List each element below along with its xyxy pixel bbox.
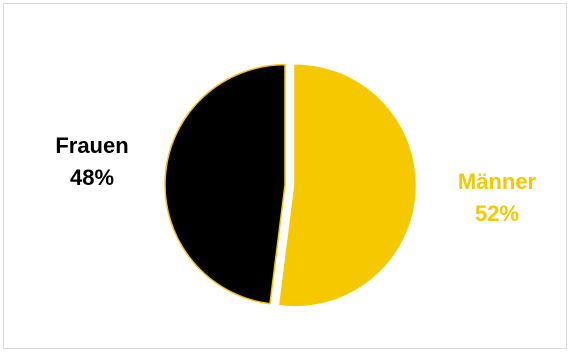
slice-label-maenner-name: Männer	[458, 169, 537, 194]
slice-label-frauen-percent: 48%	[70, 165, 114, 190]
pie-slices	[164, 63, 416, 307]
slice-label-maenner-percent: 52%	[475, 201, 519, 226]
pie-slice-frauen	[164, 63, 286, 305]
slice-label-frauen-name: Frauen	[55, 133, 128, 158]
pie-slice-maenner	[279, 64, 416, 307]
